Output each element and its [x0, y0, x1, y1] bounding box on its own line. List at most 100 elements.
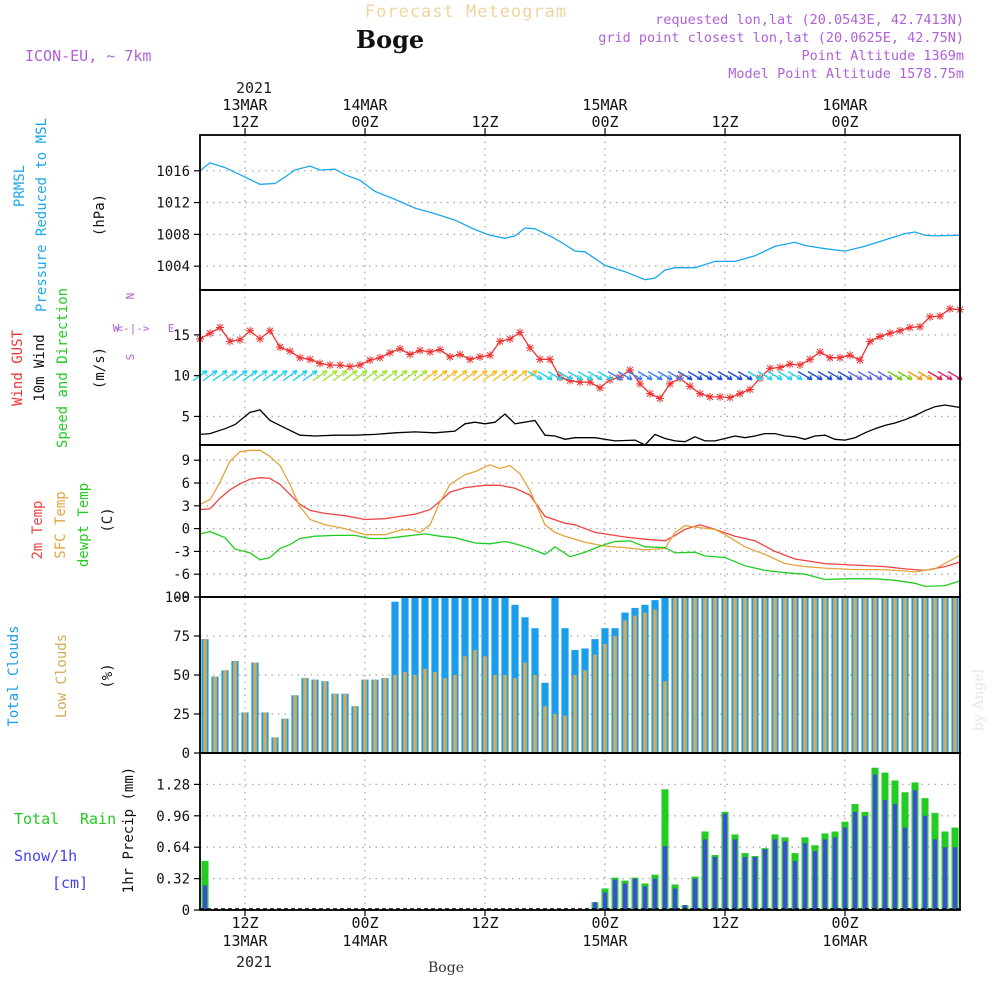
wind-direction-arrow — [537, 371, 553, 381]
bar-snow — [593, 902, 597, 910]
top-time-label: 12Z — [471, 113, 498, 131]
wind-direction-arrowhead — [251, 369, 258, 375]
bar-snow — [943, 847, 947, 910]
gust-marker — [646, 389, 654, 398]
panel-wind: 5 10 15 — [173, 289, 964, 446]
bar-low-clouds — [723, 597, 727, 753]
series-line-dewpt-temp — [199, 530, 961, 588]
bar-snow — [653, 878, 657, 910]
gust-marker — [696, 389, 704, 398]
bar-low-clouds — [543, 706, 547, 753]
gust-marker — [466, 355, 474, 364]
wind-gust-label: Wind GUST — [10, 330, 26, 406]
bar-snow — [603, 892, 607, 910]
gust-marker — [216, 323, 224, 332]
gust-marker — [366, 356, 374, 365]
bar-snow — [803, 843, 807, 910]
wind-direction-arrow — [252, 370, 268, 382]
compass-center: <-|-> — [116, 322, 149, 335]
bar-low-clouds — [283, 718, 287, 753]
wind-direction-arrow — [547, 371, 563, 381]
wind-direction-arrow — [212, 370, 228, 382]
panel-pressure: 1004 1008 1012 1016 — [156, 134, 961, 291]
bar-low-clouds — [473, 650, 477, 753]
wind-direction-arrow — [452, 370, 468, 382]
compass-south: S — [124, 354, 137, 361]
gust-marker — [326, 361, 334, 370]
gust-marker — [776, 363, 784, 372]
wind-direction-arrow — [797, 371, 813, 381]
wind-direction-arrow — [837, 371, 853, 381]
gust-marker — [536, 355, 544, 364]
wind-direction-arrow — [767, 371, 783, 381]
bar-snow — [873, 774, 877, 910]
bar-low-clouds — [743, 597, 747, 753]
wind-direction-arrow — [322, 370, 338, 382]
gust-marker — [296, 353, 304, 362]
bar-low-clouds — [243, 712, 247, 753]
bar-snow — [893, 804, 897, 910]
wind-direction-arrowhead — [946, 375, 953, 381]
gust-marker — [576, 378, 584, 387]
bar-low-clouds — [553, 714, 557, 753]
bar-snow — [733, 839, 737, 910]
y-tick-label: 0.64 — [156, 840, 190, 856]
gust-marker — [856, 356, 864, 365]
gust-marker — [826, 353, 834, 362]
wind-direction-arrowhead — [261, 369, 268, 375]
gust-marker — [866, 337, 874, 346]
wind-direction-arrow — [362, 370, 378, 382]
bar-low-clouds — [673, 597, 677, 753]
bar-total-clouds — [441, 597, 449, 753]
gust-marker — [926, 312, 934, 321]
wind-direction-arrow — [292, 370, 308, 382]
wind-direction-arrow — [667, 371, 683, 381]
y-tick-label: -9 — [173, 590, 190, 606]
total-clouds-label: Total Clouds — [6, 625, 22, 726]
bar-low-clouds — [503, 675, 507, 753]
bar-snow — [633, 878, 637, 910]
gust-marker — [346, 362, 354, 371]
gust-marker — [896, 326, 904, 335]
gust-marker — [236, 335, 244, 344]
gust-marker — [886, 329, 894, 338]
gust-marker — [876, 332, 884, 341]
wind-direction-arrow — [512, 370, 528, 382]
bar-low-clouds — [783, 597, 787, 753]
bar-low-clouds — [893, 597, 897, 753]
gust-marker — [726, 393, 734, 402]
gust-marker — [516, 328, 524, 337]
panel-frame — [199, 289, 961, 446]
gust-marker — [436, 345, 444, 354]
wind-direction-arrow — [637, 371, 653, 381]
wind-direction-arrowhead — [481, 369, 488, 375]
pressure-label-msl: Pressure Reduced to MSL — [34, 118, 50, 312]
wind-direction-arrowhead — [766, 375, 773, 381]
bar-snow — [763, 849, 767, 910]
bar-low-clouds — [683, 597, 687, 753]
bar-snow — [673, 888, 677, 910]
wind-direction-arrow — [577, 371, 593, 381]
gust-marker — [656, 394, 664, 403]
clouds-unit: (%) — [100, 663, 116, 688]
model-label: ICON-EU, ~ 7km — [25, 47, 151, 65]
bar-low-clouds — [223, 670, 227, 753]
bar-snow — [643, 886, 647, 910]
wind-direction-arrowhead — [626, 375, 633, 381]
gust-marker — [206, 329, 214, 338]
wind-direction-arrowhead — [271, 369, 278, 375]
series-line-sfc-temp — [199, 449, 961, 573]
bar-low-clouds — [733, 597, 737, 753]
bar-low-clouds — [293, 695, 297, 753]
wind-direction-arrowhead — [411, 369, 418, 375]
gust-marker — [636, 379, 644, 388]
y-tick-label: -3 — [173, 544, 190, 560]
wind-direction-arrowhead — [521, 369, 528, 375]
bar-low-clouds — [563, 715, 567, 753]
wind-direction-arrow — [777, 371, 793, 381]
top-time-label: 12Z — [231, 113, 258, 131]
wind-direction-arrow — [202, 370, 218, 382]
gust-marker — [686, 382, 694, 391]
axis-labels: 13MAR12Z12Z13MAR14MAR00Z00Z14MAR12Z12Z15… — [6, 96, 869, 950]
bar-snow — [623, 883, 627, 910]
